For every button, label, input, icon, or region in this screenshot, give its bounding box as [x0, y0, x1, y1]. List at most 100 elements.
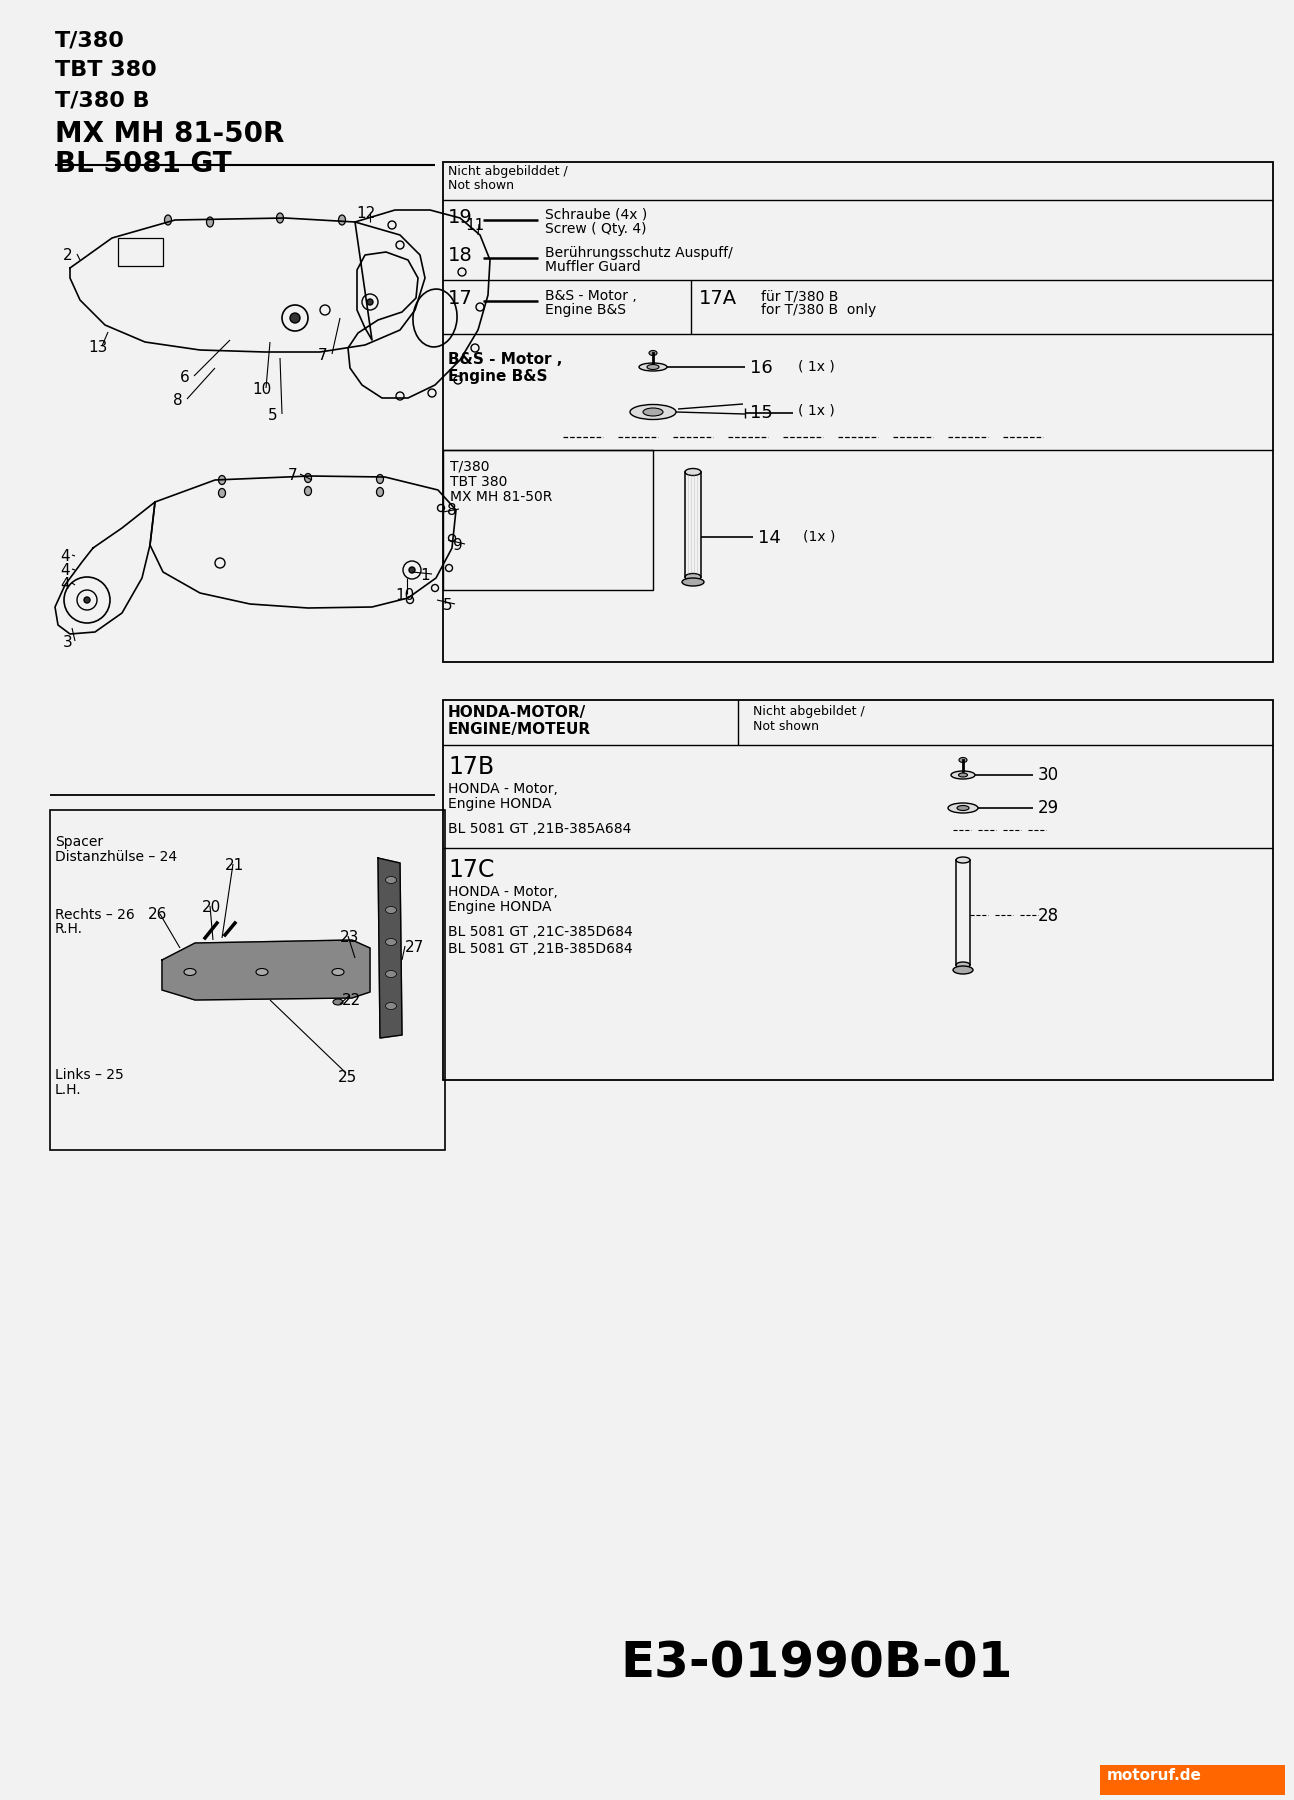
Text: 29: 29: [1038, 799, 1058, 817]
Text: Engine B&S: Engine B&S: [545, 302, 626, 317]
Text: 19: 19: [448, 209, 472, 227]
Bar: [443, 162, 1273, 662]
Text: (1x ): (1x ): [804, 529, 836, 544]
Circle shape: [84, 598, 91, 603]
Ellipse shape: [959, 758, 967, 763]
Bar: [443, 700, 1273, 1080]
Ellipse shape: [959, 772, 968, 778]
Text: Schraube (4x ): Schraube (4x ): [545, 209, 647, 221]
Text: Not shown: Not shown: [448, 178, 514, 193]
Ellipse shape: [685, 468, 701, 475]
Ellipse shape: [256, 968, 268, 976]
Text: 27: 27: [405, 940, 424, 956]
Text: Berührungsschutz Auspuff/: Berührungsschutz Auspuff/: [545, 247, 732, 259]
Ellipse shape: [377, 475, 383, 484]
Circle shape: [290, 313, 300, 322]
Text: Distanzhülse – 24: Distanzhülse – 24: [56, 850, 177, 864]
Ellipse shape: [386, 877, 396, 884]
Text: Nicht abgebildet /: Nicht abgebildet /: [753, 706, 864, 718]
Text: B&S - Motor ,: B&S - Motor ,: [448, 353, 563, 367]
Text: L.H.: L.H.: [56, 1084, 82, 1096]
Polygon shape: [378, 859, 402, 1039]
Text: Engine B&S: Engine B&S: [448, 369, 547, 383]
Ellipse shape: [386, 1003, 396, 1010]
Ellipse shape: [219, 475, 225, 484]
Text: HONDA - Motor,: HONDA - Motor,: [448, 886, 558, 898]
Text: 22: 22: [342, 994, 361, 1008]
Text: 18: 18: [448, 247, 472, 265]
Text: 13: 13: [88, 340, 107, 355]
Text: Muffler Guard: Muffler Guard: [545, 259, 641, 274]
Ellipse shape: [685, 574, 701, 580]
Ellipse shape: [207, 218, 214, 227]
Text: 14: 14: [758, 529, 780, 547]
Ellipse shape: [219, 488, 225, 497]
Text: 17: 17: [448, 290, 472, 308]
Ellipse shape: [650, 351, 657, 356]
Text: Screw ( Qty. 4): Screw ( Qty. 4): [545, 221, 647, 236]
Ellipse shape: [386, 907, 396, 914]
Text: 8: 8: [446, 502, 457, 518]
Text: 12: 12: [356, 205, 375, 221]
Text: 5: 5: [268, 409, 278, 423]
Text: BL 5081 GT ,21B-385D684: BL 5081 GT ,21B-385D684: [448, 941, 633, 956]
Text: 17C: 17C: [448, 859, 494, 882]
Ellipse shape: [647, 364, 659, 369]
Ellipse shape: [164, 214, 172, 225]
Text: 4: 4: [60, 549, 70, 563]
Text: Engine HONDA: Engine HONDA: [448, 797, 551, 812]
Text: 25: 25: [338, 1069, 357, 1085]
Text: E3-01990B-01: E3-01990B-01: [620, 1640, 1012, 1688]
Ellipse shape: [333, 968, 344, 976]
Text: T/380: T/380: [56, 31, 126, 50]
Circle shape: [367, 299, 373, 304]
Text: 3: 3: [63, 635, 72, 650]
Text: für T/380 B: für T/380 B: [761, 290, 839, 302]
Ellipse shape: [682, 578, 704, 587]
Text: HONDA-MOTOR/: HONDA-MOTOR/: [448, 706, 586, 720]
Ellipse shape: [339, 214, 345, 225]
Text: 5: 5: [443, 598, 453, 614]
Text: BL 5081 GT: BL 5081 GT: [56, 149, 232, 178]
Text: 9: 9: [453, 538, 463, 553]
Ellipse shape: [643, 409, 663, 416]
Text: Nicht abgebilddet /: Nicht abgebilddet /: [448, 166, 568, 178]
Text: T/380 B: T/380 B: [56, 90, 150, 110]
Ellipse shape: [952, 967, 973, 974]
Ellipse shape: [277, 212, 283, 223]
Text: ( 1x ): ( 1x ): [798, 358, 835, 373]
Text: 17A: 17A: [699, 290, 738, 308]
Text: ENGINE/MOTEUR: ENGINE/MOTEUR: [448, 722, 591, 736]
Text: 30: 30: [1038, 767, 1058, 785]
Ellipse shape: [951, 770, 974, 779]
Text: Spacer: Spacer: [56, 835, 104, 850]
Text: 11: 11: [465, 218, 484, 232]
Text: 21: 21: [225, 859, 245, 873]
Text: 28: 28: [1038, 907, 1058, 925]
Text: Links – 25: Links – 25: [56, 1067, 124, 1082]
Text: 7: 7: [318, 347, 327, 364]
Ellipse shape: [386, 938, 396, 945]
Text: T/380: T/380: [450, 461, 489, 473]
Ellipse shape: [639, 364, 666, 371]
Ellipse shape: [630, 405, 675, 419]
Bar: [443, 450, 653, 590]
Text: R.H.: R.H.: [56, 922, 83, 936]
Text: BL 5081 GT ,21B-385A684: BL 5081 GT ,21B-385A684: [448, 823, 631, 835]
Text: for T/380 B  only: for T/380 B only: [761, 302, 876, 317]
Bar: [50, 810, 445, 1150]
Ellipse shape: [304, 473, 312, 482]
Text: Engine HONDA: Engine HONDA: [448, 900, 551, 914]
Text: 6: 6: [180, 371, 190, 385]
Text: Rechts – 26: Rechts – 26: [56, 907, 135, 922]
Text: TBT 380: TBT 380: [450, 475, 507, 490]
Text: 4: 4: [60, 563, 70, 578]
Text: MX MH 81-50R: MX MH 81-50R: [450, 490, 553, 504]
Text: 16: 16: [751, 358, 773, 376]
Text: 15: 15: [751, 403, 773, 421]
Text: 7: 7: [289, 468, 298, 482]
Text: 4: 4: [60, 578, 70, 592]
Ellipse shape: [333, 999, 343, 1004]
Text: 23: 23: [340, 931, 360, 945]
Text: 8: 8: [173, 392, 182, 409]
